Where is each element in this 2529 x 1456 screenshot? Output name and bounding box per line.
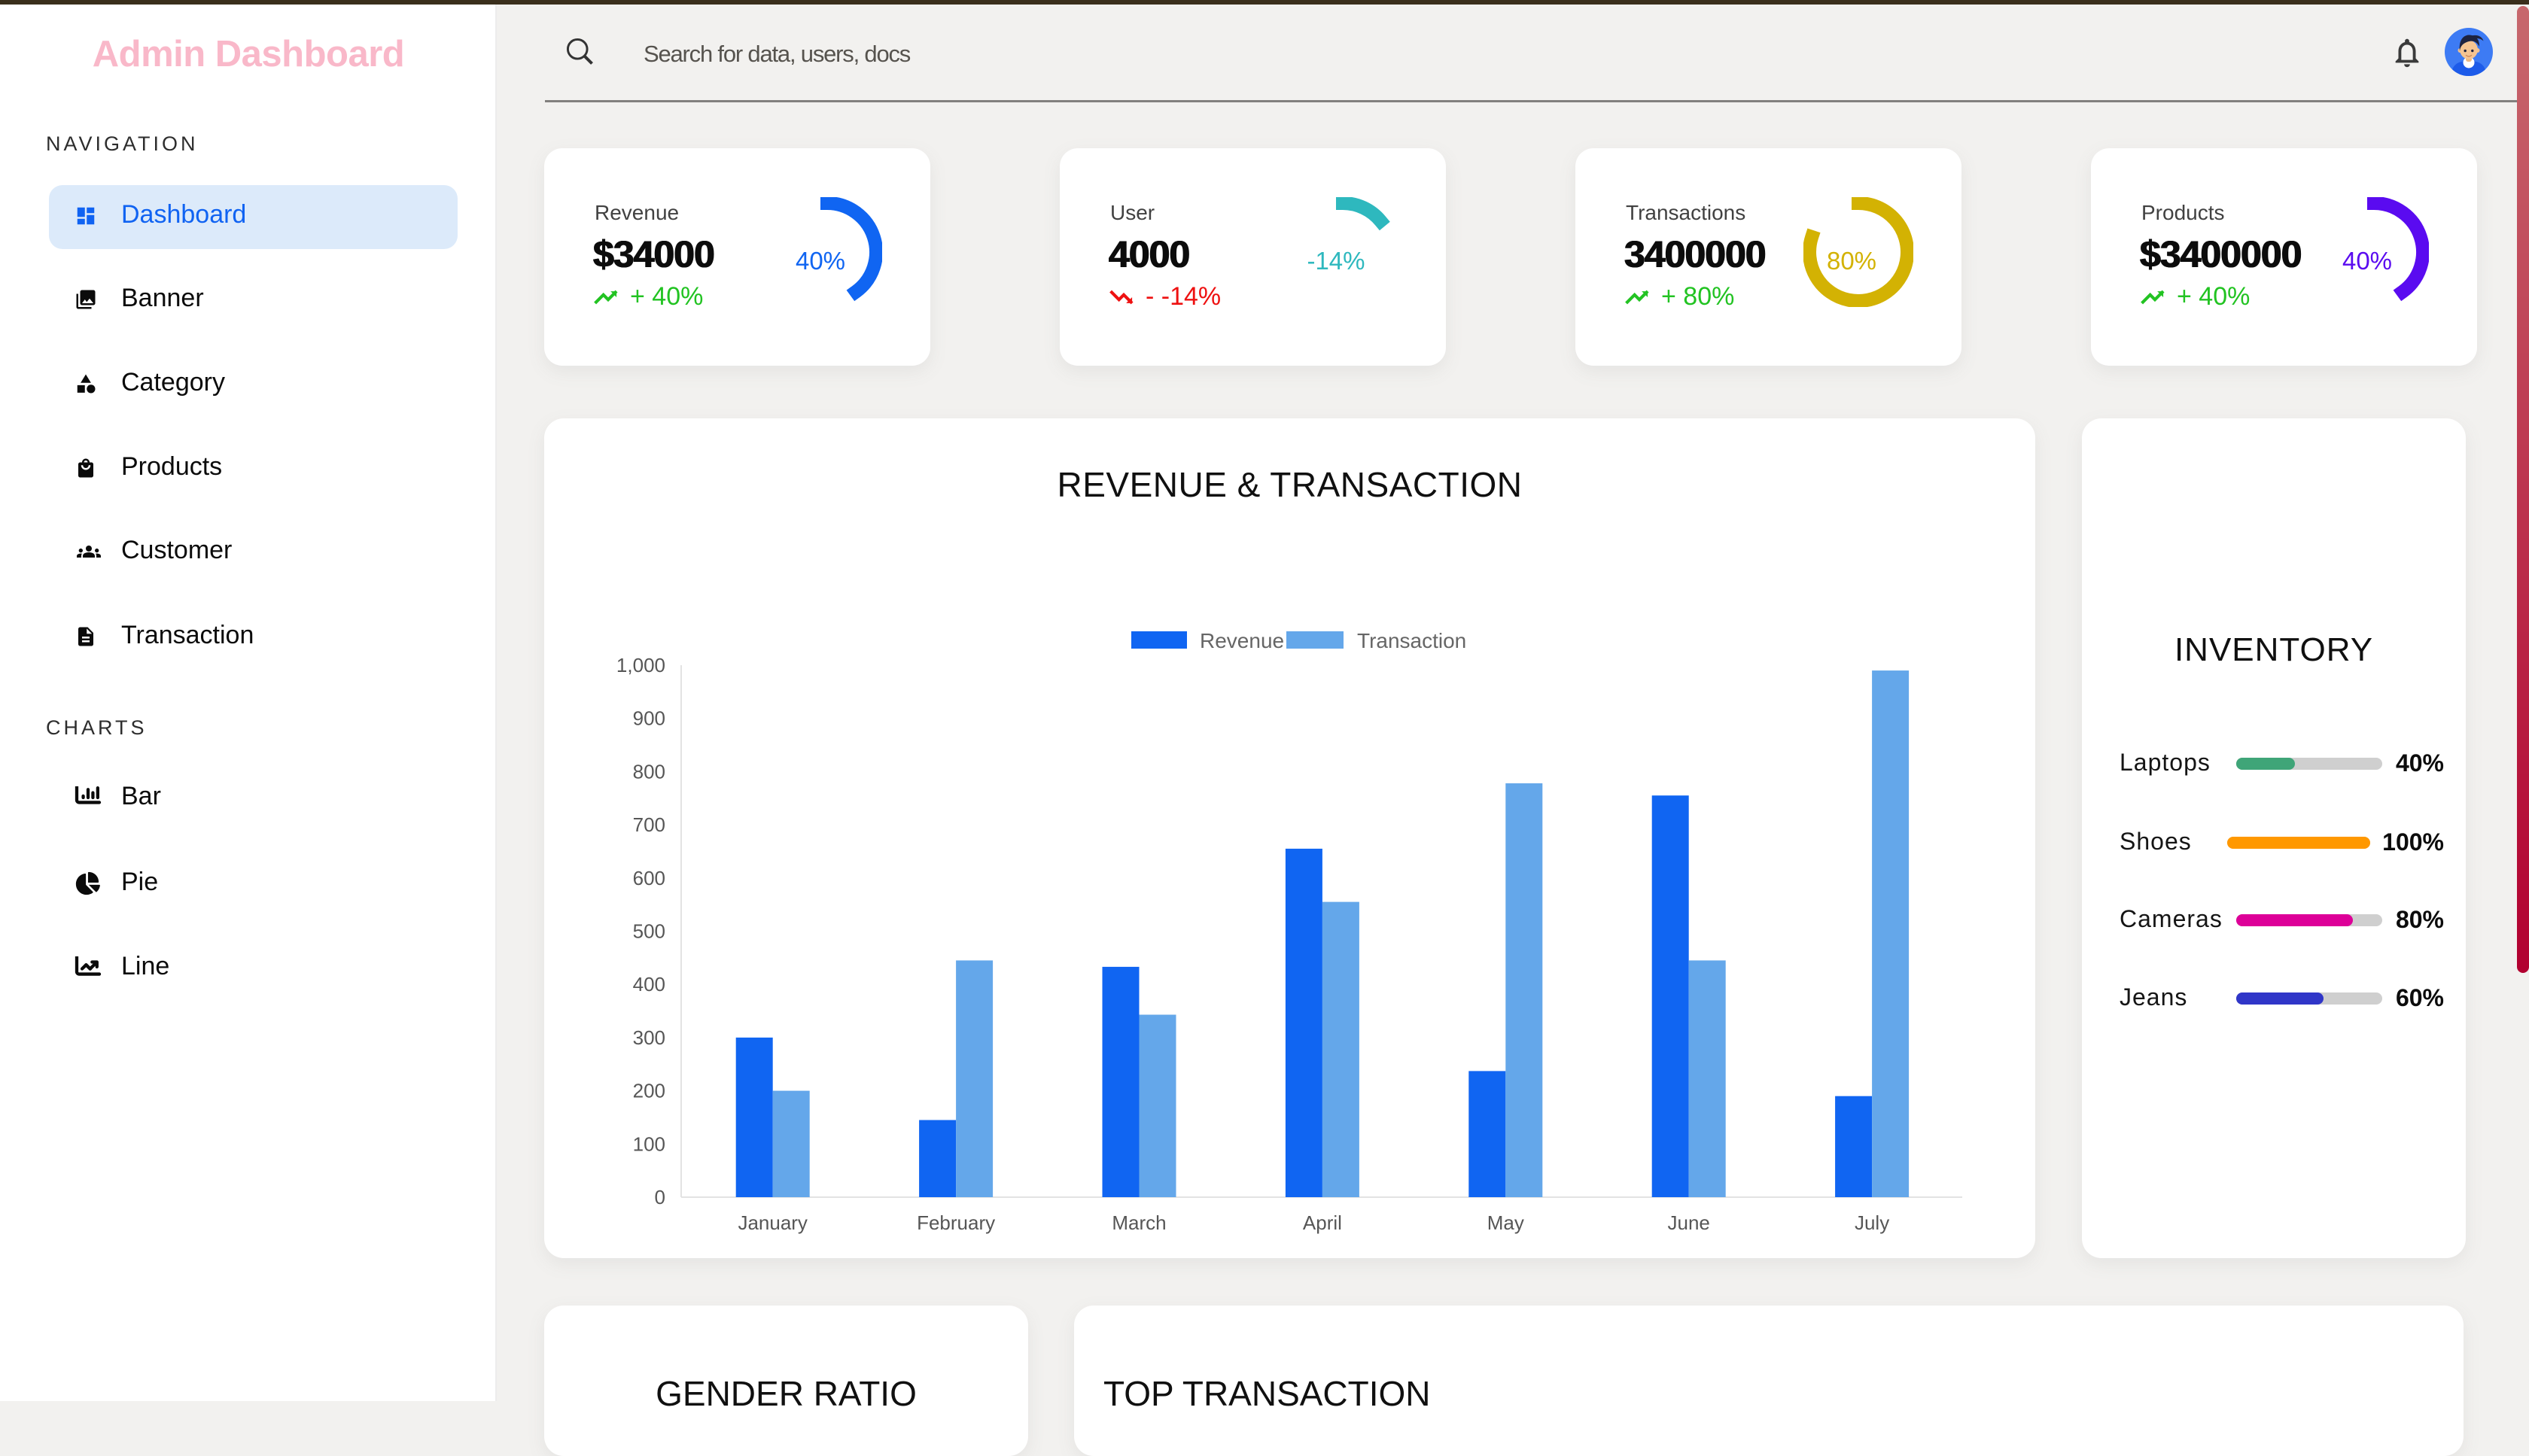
svg-text:May: May bbox=[1487, 1211, 1524, 1234]
svg-text:-14%: -14% bbox=[1307, 247, 1365, 275]
svg-text:June: June bbox=[1668, 1211, 1710, 1234]
svg-text:200: 200 bbox=[633, 1080, 665, 1102]
svg-text:April: April bbox=[1303, 1211, 1342, 1234]
svg-text:40%: 40% bbox=[796, 247, 845, 275]
svg-text:800: 800 bbox=[633, 760, 665, 783]
svg-text:March: March bbox=[1112, 1211, 1166, 1234]
svg-text:500: 500 bbox=[633, 920, 665, 943]
svg-text:400: 400 bbox=[633, 973, 665, 995]
svg-text:300: 300 bbox=[633, 1026, 665, 1049]
svg-text:February: February bbox=[917, 1211, 995, 1234]
svg-text:80%: 80% bbox=[1827, 247, 1876, 275]
svg-text:1,000: 1,000 bbox=[616, 654, 665, 676]
svg-text:January: January bbox=[738, 1211, 807, 1234]
svg-text:July: July bbox=[1855, 1211, 1889, 1234]
svg-text:0: 0 bbox=[655, 1186, 665, 1208]
svg-text:900: 900 bbox=[633, 707, 665, 730]
svg-text:100: 100 bbox=[633, 1132, 665, 1155]
svg-text:600: 600 bbox=[633, 867, 665, 889]
svg-text:700: 700 bbox=[633, 813, 665, 836]
svg-text:40%: 40% bbox=[2342, 247, 2392, 275]
